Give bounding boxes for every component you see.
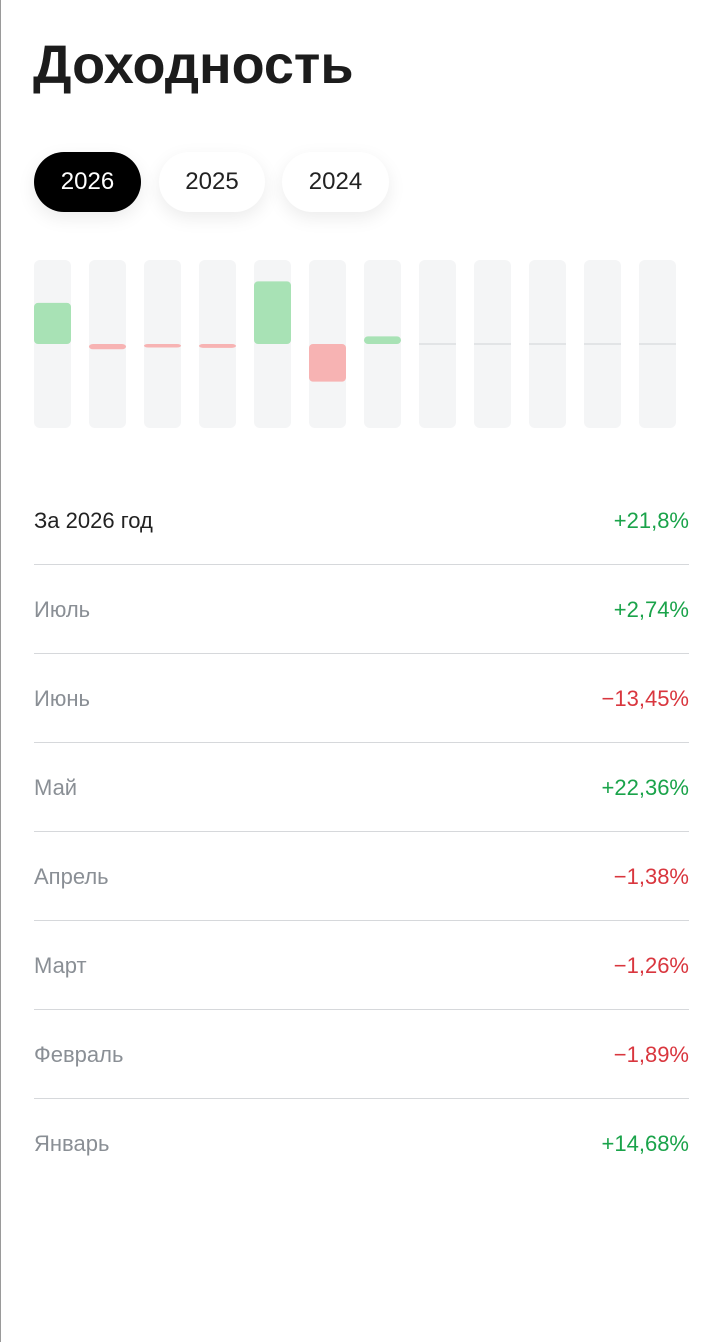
page-title: Доходность (33, 35, 354, 95)
month-row: Март −1,26% (34, 946, 689, 986)
month-label: Февраль (34, 1042, 124, 1067)
month-label: Апрель (34, 864, 109, 889)
bar (89, 344, 126, 350)
bar (144, 344, 181, 348)
month-return: +14,68% (601, 1131, 689, 1156)
month-row: Февраль −1,89% (34, 1035, 689, 1075)
bar (254, 281, 291, 344)
month-row: Январь +14,68% (34, 1124, 689, 1164)
summary-value: +21,8% (613, 508, 689, 533)
month-return: −13,45% (601, 686, 689, 711)
month-return: −1,26% (613, 953, 689, 978)
separator (34, 564, 689, 565)
month-label: Март (34, 953, 87, 978)
month-label: Июнь (34, 686, 90, 711)
separator (34, 1009, 689, 1010)
bar (364, 336, 401, 344)
year-tab[interactable]: 2025 (159, 152, 265, 212)
month-label: Май (34, 775, 78, 800)
month-return: −1,38% (613, 864, 689, 889)
month-label: Январь (34, 1131, 110, 1156)
summary-row: За 2026 год +21,8% (34, 501, 689, 541)
separator (34, 653, 689, 654)
month-return: −1,89% (613, 1042, 689, 1067)
month-return: +22,36% (601, 775, 689, 800)
separator (34, 742, 689, 743)
month-return: +2,74% (613, 597, 689, 622)
summary-label: За 2026 год (34, 508, 153, 533)
separator (34, 920, 689, 921)
monthly-chart (34, 260, 676, 428)
month-row: Май +22,36% (34, 768, 689, 808)
month-row: Июнь −13,45% (34, 679, 689, 719)
bar (309, 344, 346, 382)
year-tab[interactable]: 2026 (34, 152, 141, 212)
separator (34, 1098, 689, 1099)
bar (34, 302, 71, 344)
year-tab[interactable]: 2024 (282, 152, 389, 212)
bar (199, 344, 236, 348)
month-label: Июль (34, 597, 91, 622)
month-row: Апрель −1,38% (34, 857, 689, 897)
separator (34, 831, 689, 832)
month-row: Июль +2,74% (34, 590, 689, 630)
